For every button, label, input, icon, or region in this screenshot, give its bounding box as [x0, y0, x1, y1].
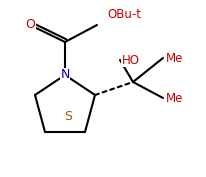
- Text: Me: Me: [165, 52, 183, 64]
- Text: S: S: [64, 110, 72, 122]
- Text: N: N: [60, 68, 69, 81]
- Text: Me: Me: [165, 92, 183, 104]
- Text: HO: HO: [121, 53, 139, 67]
- Text: OBu-t: OBu-t: [107, 8, 140, 21]
- Text: O: O: [25, 19, 35, 32]
